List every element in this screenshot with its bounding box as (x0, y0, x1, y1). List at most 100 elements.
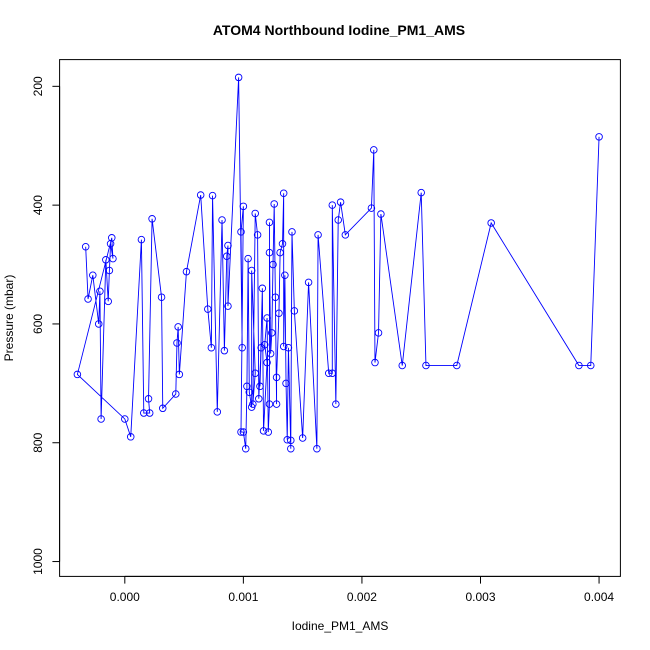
data-point (265, 400, 274, 408)
data-point (172, 390, 180, 398)
y-tick-label: 200 (31, 76, 45, 96)
data-point (367, 204, 376, 212)
data-point (241, 444, 250, 453)
data-point (220, 346, 229, 355)
data-point (81, 242, 90, 251)
data-point (256, 382, 264, 391)
data-point (238, 343, 246, 352)
data-point (370, 146, 378, 154)
data-point (94, 320, 103, 328)
data-point (213, 408, 222, 416)
data-point (224, 241, 232, 250)
data-point (304, 278, 313, 287)
data-point (276, 248, 284, 257)
data-point (334, 216, 342, 224)
data-point (264, 428, 273, 436)
data-point (89, 271, 97, 279)
y-axis: 200 400 600 800 1000 (31, 76, 61, 575)
data-point (121, 415, 129, 423)
data-point (453, 361, 461, 370)
data-point (218, 216, 226, 224)
data-point (105, 266, 114, 275)
data-point (290, 307, 299, 315)
data-point (272, 400, 281, 408)
data-point (314, 231, 322, 239)
data-point (313, 444, 321, 453)
data-point (282, 379, 290, 388)
data-point (283, 436, 291, 444)
data-point (328, 201, 337, 209)
data-point (417, 188, 425, 197)
data-point (237, 428, 245, 436)
data-point (84, 295, 92, 303)
data-point (263, 358, 271, 367)
data-point (158, 404, 167, 413)
data-point (207, 343, 216, 352)
series-line (76, 77, 600, 449)
y-tick-label: 800 (31, 432, 45, 452)
y-tick-label: 400 (31, 195, 45, 215)
data-point (251, 209, 259, 218)
data-point (126, 433, 135, 441)
data-point (575, 361, 583, 370)
data-point (324, 369, 333, 377)
data-point (371, 358, 379, 367)
data-point (173, 339, 181, 347)
data-point (249, 400, 257, 408)
data-point (270, 200, 278, 208)
data-point (239, 428, 248, 436)
data-point (422, 361, 430, 370)
data-point (237, 228, 245, 236)
chart-title: ATOM4 Northbound Iodine_PM1_AMS (213, 22, 465, 38)
data-point (284, 343, 293, 352)
data-point (144, 395, 153, 403)
data-point (287, 444, 295, 453)
data-point (287, 436, 295, 445)
data-point (251, 369, 259, 377)
data-point (265, 218, 274, 227)
data-point (175, 370, 184, 379)
x-tick-label: 0.001 (228, 590, 258, 604)
data-point (182, 267, 191, 276)
data-point (288, 228, 296, 236)
data-point (281, 271, 289, 279)
data-point (587, 361, 595, 370)
x-tick-label: 0.003 (465, 590, 495, 604)
data-point (174, 323, 182, 331)
data-point (265, 248, 274, 257)
data-point (278, 239, 287, 248)
y-axis-label: Pressure (mbar) (2, 275, 16, 362)
data-point (253, 231, 262, 239)
data-point (341, 231, 350, 239)
data-point (398, 361, 407, 370)
data-point (255, 395, 263, 403)
x-tick-label: 0.004 (584, 590, 614, 604)
x-axis: 0.000 0.001 0.002 0.003 0.004 (110, 575, 614, 604)
data-point (104, 297, 112, 306)
data-point (332, 400, 340, 408)
plot-frame (59, 59, 621, 577)
data-point (275, 309, 283, 318)
data-point (336, 198, 345, 206)
series-layer (73, 73, 603, 453)
y-tick-label: 1000 (31, 548, 45, 575)
data-point (224, 302, 232, 310)
data-point (269, 260, 277, 269)
data-point (271, 293, 280, 301)
data-point (208, 191, 217, 200)
data-point (157, 293, 166, 301)
data-point (272, 373, 281, 382)
data-point (279, 189, 288, 198)
data-point (239, 202, 248, 211)
data-point (298, 434, 307, 442)
data-point (234, 73, 243, 82)
data-point (245, 388, 254, 397)
data-point (266, 349, 275, 358)
data-point (259, 427, 268, 435)
data-point (96, 287, 104, 296)
data-point (223, 252, 231, 260)
data-point (145, 409, 154, 417)
data-point (268, 329, 276, 337)
data-point (279, 342, 288, 351)
